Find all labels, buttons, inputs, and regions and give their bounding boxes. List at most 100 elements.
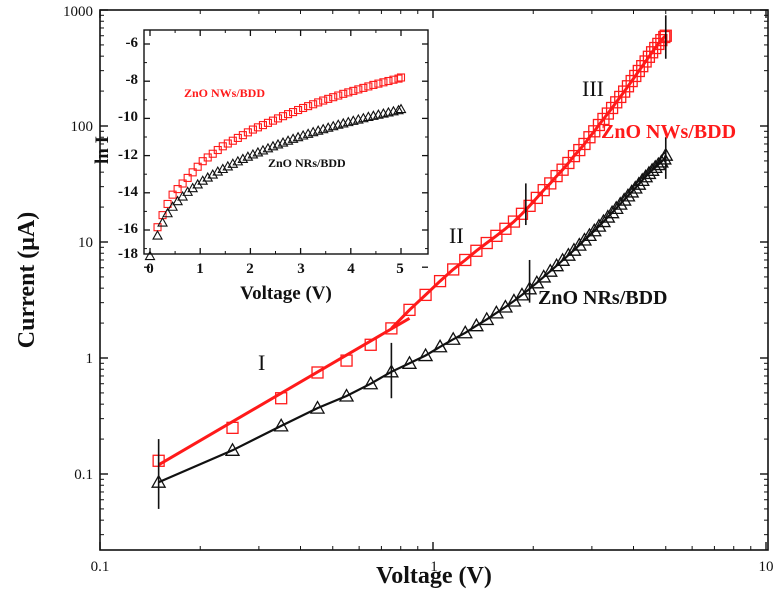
inset-nws-data-point xyxy=(178,179,187,188)
inset-x-tick-0: 0 xyxy=(146,261,154,277)
nrs-data-point xyxy=(627,180,643,194)
inset-nws-data-point xyxy=(304,102,313,111)
inset-nws-data-point xyxy=(329,93,338,102)
nws-data-point xyxy=(480,236,493,250)
nrs-data-point xyxy=(595,213,612,228)
nrs-data-point xyxy=(571,237,587,251)
nrs-data-point xyxy=(631,176,647,190)
inset-nws-data-point xyxy=(314,98,323,107)
inset-nws-data-point xyxy=(193,162,202,171)
inset-nws-data-point xyxy=(309,100,318,109)
inset-nws-data-point xyxy=(188,168,197,177)
inset-nrs-data-point xyxy=(222,160,234,171)
series-label-nrs: ZnO NRs/BDD xyxy=(538,287,667,309)
nrs-data-point xyxy=(620,188,636,202)
inset-data-markers xyxy=(144,73,407,261)
y-axis-label: Current (μA) xyxy=(14,212,40,348)
nrs-data-point xyxy=(608,200,624,215)
inset-x-tick-2: 2 xyxy=(246,261,254,277)
inset-nws-data-point xyxy=(289,108,298,117)
nrs-data-point xyxy=(653,154,669,168)
inset-nws-data-point xyxy=(263,118,273,127)
inset-y-tick-neg16: -16 xyxy=(118,221,138,237)
nrs-data-point xyxy=(338,388,355,402)
nrs-data-point xyxy=(457,324,473,339)
nrs-data-point xyxy=(604,204,620,219)
y-tick-label-0.1: 0.1 xyxy=(74,467,93,483)
inset-nws-data-point xyxy=(258,121,268,130)
inset-nrs-data-point xyxy=(172,195,184,206)
inset-nws-data-point xyxy=(349,86,358,95)
y-tick-label-1000: 1000 xyxy=(63,4,93,20)
inset-nrs-data-point xyxy=(152,229,163,240)
inset-nrs-data-point xyxy=(177,190,189,201)
nws-data-point xyxy=(447,263,460,276)
nws-data-point xyxy=(515,207,529,220)
inset-x-tick-1: 1 xyxy=(196,261,204,277)
inset-nws-data-point xyxy=(268,116,278,125)
inset-nws-data-point xyxy=(273,114,283,123)
inset-y-tick-neg12: -12 xyxy=(118,147,138,163)
nrs-data-point xyxy=(612,196,628,210)
nrs-data-point xyxy=(560,247,576,261)
inset-nws-data-point xyxy=(243,128,252,137)
inset-nws-data-point xyxy=(238,131,247,140)
inset-nws-data-point xyxy=(253,123,262,132)
nrs-data-point xyxy=(591,218,607,232)
inset-nrs-data-point xyxy=(393,104,404,115)
inset-nrs-data-point xyxy=(144,250,156,261)
inset-nws-data-point xyxy=(339,89,348,98)
nws-data-point xyxy=(655,33,668,47)
inset-nws-data-point xyxy=(369,80,378,89)
main-plot-frame xyxy=(99,9,769,551)
nrs-data-point xyxy=(600,209,616,223)
inset-nrs-data-point xyxy=(197,175,209,185)
nws-data-point xyxy=(658,30,671,44)
inset-nws-data-point xyxy=(364,82,373,91)
y-tick-label-100: 100 xyxy=(71,119,94,135)
inset-series-label-nws: ZnO NWs/BDD xyxy=(184,86,265,100)
region-label-II: II xyxy=(449,223,464,248)
inset-y-axis-label: ln I xyxy=(92,136,113,164)
inset-nrs-data-point xyxy=(157,216,168,227)
inset-nws-data-point xyxy=(278,112,288,121)
inset-nrs-data-point xyxy=(202,171,214,182)
inset-nrs-data-point xyxy=(162,207,174,218)
nws-data-point xyxy=(385,322,398,335)
nws-data-point xyxy=(537,183,550,197)
nrs-data-point xyxy=(566,242,582,256)
inset-nrs-data-point xyxy=(207,168,219,179)
inset-nws-data-point xyxy=(233,133,242,142)
inset-nws-data-point xyxy=(334,91,343,100)
x-tick-label-10: 10 xyxy=(759,559,774,575)
nrs-data-point xyxy=(616,192,632,206)
nrs-data-point xyxy=(309,400,326,414)
nws-data-point xyxy=(530,191,543,205)
nrs-data-point xyxy=(417,347,434,362)
nws-data-point xyxy=(645,46,659,59)
inset-nrs-data-point xyxy=(227,158,239,168)
nws-data-point xyxy=(632,64,645,78)
nrs-data-point xyxy=(363,375,379,390)
region-label-I: I xyxy=(258,350,265,375)
inset-nws-data-point xyxy=(344,88,353,97)
inset-nws-data-point xyxy=(359,83,368,92)
region-dividers xyxy=(157,15,667,509)
inset-nws-data-point xyxy=(283,110,293,119)
inset-nws-data-point xyxy=(294,105,303,115)
inset-nws-data-point xyxy=(396,73,406,82)
nws-data-point xyxy=(403,303,416,317)
nrs-data-point xyxy=(401,355,418,369)
nrs-data-point xyxy=(586,222,602,237)
inset-nws-data-point xyxy=(394,74,403,83)
nws-data-point xyxy=(490,229,503,242)
inset-x-tick-3: 3 xyxy=(297,261,305,277)
nws-data-point xyxy=(499,222,512,235)
inset-nws-data-point xyxy=(223,139,232,148)
series-label-nws: ZnO NWs/BDD xyxy=(601,121,736,143)
x-axis-label: Voltage (V) xyxy=(376,563,492,589)
inset-nws-data-point xyxy=(384,76,393,86)
inset-y-tick-neg6: -6 xyxy=(126,35,139,51)
main-axis-ticks xyxy=(99,9,768,550)
nws-data-point xyxy=(507,215,521,228)
